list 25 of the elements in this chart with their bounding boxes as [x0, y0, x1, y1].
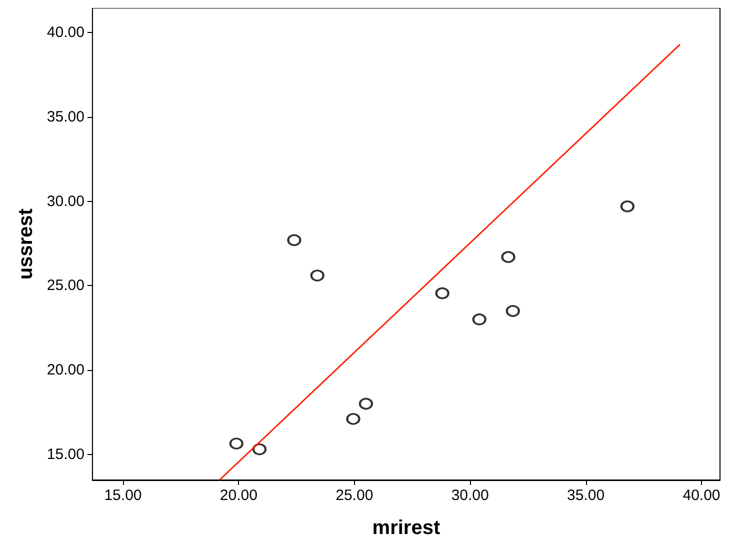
point: [346, 412, 360, 425]
y-tick-label: 25.00: [46, 277, 84, 294]
point: [435, 287, 450, 300]
y-tick-label: 40.00: [46, 24, 84, 42]
y-axis-title: ussrest: [15, 208, 37, 280]
point: [501, 250, 516, 263]
x-tick-label: 25.00: [336, 487, 374, 504]
point: [287, 234, 302, 246]
x-axis-title: mrirest: [372, 517, 440, 539]
x-tick-label: 15.00: [104, 487, 142, 504]
y-tick-label: 20.00: [46, 362, 84, 379]
point: [620, 200, 634, 212]
point: [252, 443, 267, 456]
point: [472, 313, 486, 326]
x-tick-label: 30.00: [451, 487, 489, 504]
point: [310, 270, 324, 282]
y-tick-label: 30.00: [46, 192, 84, 210]
x-tick-label: 35.00: [567, 487, 605, 504]
y-tick-label: 15.00: [46, 446, 84, 463]
point: [358, 398, 373, 410]
y-tick-label: 35.00: [46, 108, 84, 126]
x-tick-label: 40.00: [682, 487, 720, 504]
x-tick-label: 20.00: [220, 487, 258, 504]
point: [229, 438, 244, 450]
point: [506, 304, 520, 317]
